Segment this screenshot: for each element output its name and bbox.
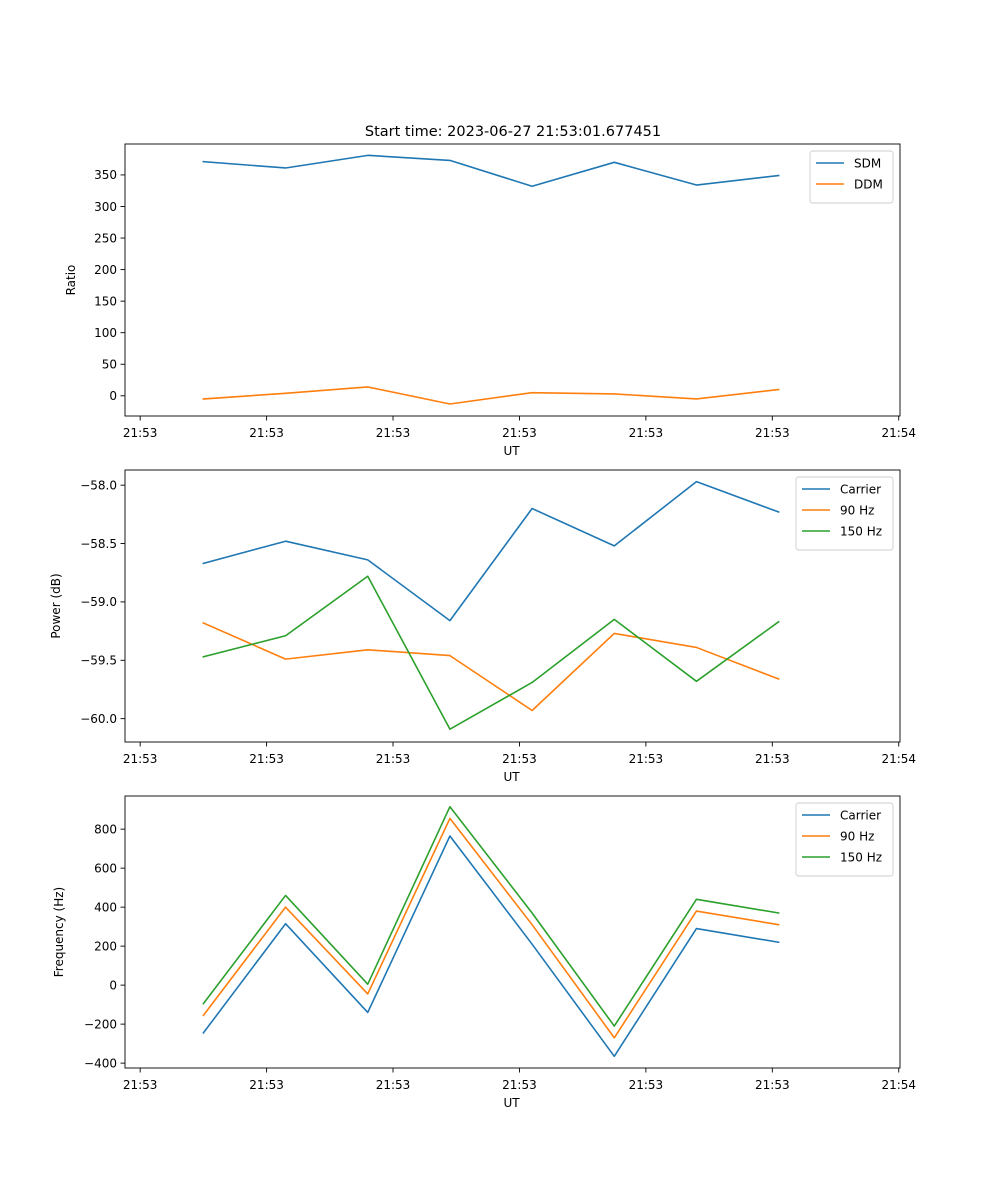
y-tick-label: 200: [94, 939, 117, 953]
y-tick-label: 600: [94, 861, 117, 875]
x-tick-label: 21:53: [249, 1078, 284, 1092]
x-tick-label: 21:53: [629, 1078, 664, 1092]
series-line-carrier: [202, 835, 780, 1058]
x-tick-label: 21:54: [881, 752, 916, 766]
legend: Carrier 90 Hz 150 Hz: [795, 802, 894, 877]
y-tick-label: −59.0: [80, 595, 117, 609]
series-line-sdm: [202, 154, 780, 188]
y-tick-label: −200: [84, 1017, 117, 1031]
x-axis-label: UT: [503, 770, 520, 784]
figure-title: Start time: 2023-06-27 21:53:01.677451: [365, 124, 661, 140]
x-tick-label: 21:53: [376, 426, 411, 440]
y-tick-label: 800: [94, 822, 117, 836]
legend-entry: Carrier: [840, 808, 881, 822]
x-tick-label: 21:53: [629, 426, 664, 440]
legend-box: [809, 150, 894, 204]
series-line-150-hz: [202, 805, 780, 1027]
x-tick-label: 21:53: [123, 752, 158, 766]
y-axis-label: Ratio: [64, 265, 78, 296]
chart-panel-2: 21:53 21:53 21:53 21:53 21:53 21:53 21:54 −60.0…: [49, 469, 916, 784]
y-tick-label: −400: [84, 1056, 117, 1070]
axes-frame: [124, 143, 901, 417]
y-tick-label: 400: [94, 900, 117, 914]
series-line-carrier: [202, 480, 780, 622]
x-tick-label: 21:53: [755, 1078, 790, 1092]
legend-entry: SDM: [854, 156, 881, 170]
x-tick-label: 21:53: [755, 426, 790, 440]
series-line-ddm: [202, 386, 780, 405]
x-tick-label: 21:53: [249, 752, 284, 766]
legend-entry: Carrier: [840, 482, 881, 496]
y-tick-label: 250: [94, 231, 117, 245]
y-tick-label: −58.0: [80, 478, 117, 492]
x-tick-label: 21:53: [502, 752, 537, 766]
chart-panel-3: 21:53 21:53 21:53 21:53 21:53 21:53 21:54 −400 −…: [52, 795, 916, 1110]
y-tick-label: 300: [94, 200, 117, 214]
x-tick-label: 21:53: [629, 752, 664, 766]
legend-entry: 150 Hz: [840, 524, 882, 538]
y-tick-label: 0: [109, 978, 117, 992]
legend-entry: 150 Hz: [840, 850, 882, 864]
y-tick-label: 350: [94, 168, 117, 182]
legend-entry: 90 Hz: [840, 503, 874, 517]
x-tick-label: 21:53: [123, 1078, 158, 1092]
legend-entry: DDM: [854, 177, 883, 191]
legend-entry: 90 Hz: [840, 829, 874, 843]
x-tick-label: 21:53: [249, 426, 284, 440]
y-tick-label: 50: [102, 358, 117, 372]
y-tick-label: −59.5: [80, 654, 117, 668]
legend: SDM DDM: [809, 150, 894, 204]
series-line-90-hz: [202, 817, 780, 1039]
series-line-90-hz: [202, 621, 780, 712]
x-axis-label: UT: [503, 1096, 520, 1110]
x-tick-label: 21:53: [502, 1078, 537, 1092]
x-tick-label: 21:54: [881, 1078, 916, 1092]
y-tick-label: −60.0: [80, 712, 117, 726]
axes-frame: [124, 469, 901, 743]
x-tick-label: 21:53: [123, 426, 158, 440]
y-tick-label: 0: [109, 389, 117, 403]
axes-frame: [124, 795, 901, 1069]
y-tick-label: 200: [94, 263, 117, 277]
x-tick-label: 21:54: [881, 426, 916, 440]
legend: Carrier 90 Hz 150 Hz: [795, 476, 894, 551]
y-tick-label: 150: [94, 294, 117, 308]
series-line-150-hz: [202, 575, 780, 730]
y-axis-label: Frequency (Hz): [52, 887, 66, 978]
chart-panel-1: 21:53 21:53 21:53 21:53 21:53 21:53 21:54 0 50 10…: [64, 143, 916, 458]
x-tick-label: 21:53: [502, 426, 537, 440]
x-axis-label: UT: [503, 444, 520, 458]
x-tick-label: 21:53: [376, 752, 411, 766]
y-tick-label: 100: [94, 326, 117, 340]
y-axis-label: Power (dB): [49, 573, 63, 638]
x-tick-label: 21:53: [376, 1078, 411, 1092]
y-tick-label: −58.5: [80, 537, 117, 551]
x-tick-label: 21:53: [755, 752, 790, 766]
